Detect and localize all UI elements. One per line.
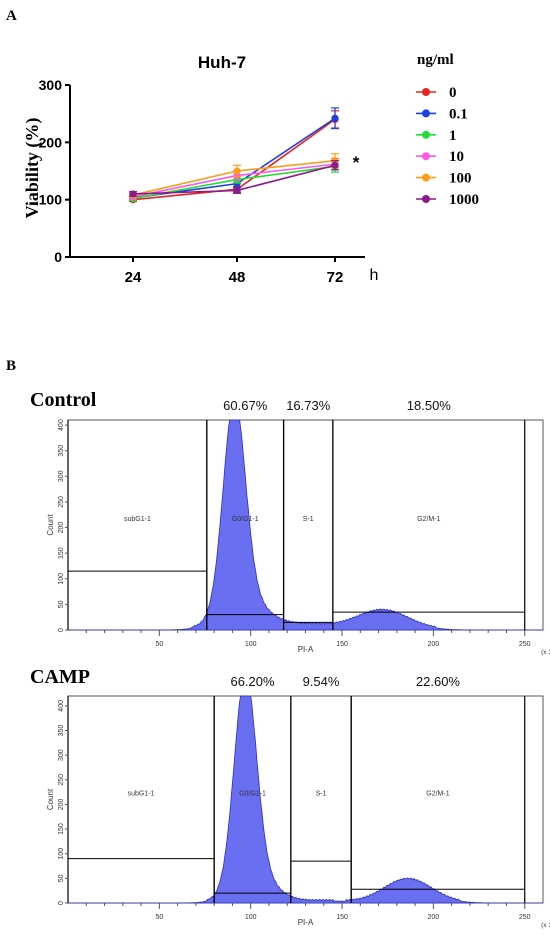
y-axis-label: Count (46, 788, 55, 810)
data-point (233, 167, 241, 175)
panel-label-a: A (6, 8, 17, 24)
y-tick-label: 400 (58, 419, 65, 431)
histogram-camp: subG1-1 G0/G1-1 66.20% S-1 9.54% G2/M-1 22.60%… (46, 674, 550, 929)
y-tick-label: 150 (58, 547, 65, 559)
x-tick-label: 24 (125, 269, 142, 286)
line-chart-series (129, 107, 339, 204)
legend-swatch-marker (422, 152, 430, 161)
data-point (233, 186, 241, 195)
x-tick-label: 100 (245, 914, 257, 921)
line-chart-axes: 0 100 200 300 24 48 72 (39, 77, 365, 286)
panel-label-b: B (6, 358, 16, 374)
legend-swatch-marker (422, 109, 430, 118)
y-tick-label: 0 (58, 901, 65, 905)
y-tick-label: 250 (58, 496, 65, 508)
plot-frame (67, 419, 544, 631)
x-tick-label: 150 (336, 641, 348, 648)
histogram-area (68, 419, 543, 631)
y-tick-label: 50 (58, 600, 65, 608)
legend-entry: 100 (449, 171, 472, 187)
y-tick-label: 250 (58, 774, 65, 786)
gate-label: G0/G1-1 (232, 516, 259, 523)
y-axis-label: Count (46, 514, 55, 536)
gate-percent: 16.73% (286, 398, 331, 413)
y-tick-label: 100 (58, 848, 65, 860)
gate-label: subG1-1 (124, 516, 151, 523)
x-tick-label: 100 (245, 641, 257, 648)
y-tick-label: 200 (39, 134, 63, 150)
gate-percent: 9.54% (303, 674, 340, 689)
x-tick-label: 250 (519, 641, 531, 648)
legend-entry: 0.1 (449, 106, 468, 122)
legend-entry: 1 (449, 128, 457, 144)
y-tick-label: 0 (58, 628, 65, 632)
x-tick-label: 150 (336, 914, 348, 921)
legend-entry: 10 (449, 149, 464, 165)
gate-label: S-1 (316, 790, 327, 797)
data-point (129, 190, 137, 198)
x-axis-unit: h (370, 267, 379, 284)
histogram-title-camp: CAMP (30, 666, 90, 688)
gate-label: G2/M-1 (426, 790, 449, 797)
legend-entry: 1000 (449, 192, 479, 208)
y-tick-label: 300 (58, 749, 65, 761)
y-tick-label: 300 (58, 470, 65, 482)
data-point (331, 114, 339, 122)
gate-label: S-1 (303, 516, 314, 523)
y-tick-label: 0 (54, 249, 62, 265)
significance-marker: * (353, 153, 360, 172)
gate-label: subG1-1 (128, 790, 155, 797)
y-tick-label: 350 (58, 445, 65, 457)
gate-percent: 60.67% (223, 398, 268, 413)
legend-swatch-marker (422, 195, 430, 203)
y-tick-label: 50 (58, 874, 65, 882)
gate-percent: 66.20% (230, 674, 275, 689)
x-tick-label: 200 (428, 914, 440, 921)
gate-percent: 18.50% (407, 398, 452, 413)
y-tick-label: 100 (39, 192, 63, 208)
histogram-control: subG1-1 G0/G1-1 60.67% S-1 16.73% G2/M-1 18.50… (46, 398, 550, 656)
legend-swatch-marker (422, 88, 430, 96)
legend: 0 0.1 1 10 100 1000 (416, 85, 479, 208)
legend-swatch-marker (422, 130, 430, 139)
x-tick-label: 250 (519, 914, 531, 921)
gate-label: G2/M-1 (417, 516, 440, 523)
legend-title: ng/ml (417, 52, 454, 68)
gate-label: G0/G1-1 (239, 790, 266, 797)
x-tick-label: 50 (155, 914, 163, 921)
series-1000 (129, 160, 339, 198)
histogram-area (68, 695, 543, 904)
plot-frame (67, 695, 544, 904)
legend-swatch-marker (422, 173, 430, 182)
chart-title: Huh-7 (198, 53, 246, 72)
y-axis-label: Viability (%) (22, 118, 43, 219)
x-tick-label: 48 (229, 269, 246, 286)
y-tick-label: 200 (58, 798, 65, 810)
gate-percent: 22.60% (416, 674, 461, 689)
x-tick-label: 72 (327, 269, 344, 286)
x-axis-unit: (x 1000) (541, 922, 550, 929)
x-axis-label: PI-A (298, 918, 314, 927)
x-tick-label: 200 (428, 641, 440, 648)
legend-entry: 0 (449, 85, 457, 101)
x-tick-label: 50 (155, 641, 163, 648)
x-axis-label: PI-A (298, 645, 314, 654)
y-tick-label: 350 (58, 725, 65, 737)
y-tick-label: 100 (58, 573, 65, 585)
y-tick-label: 300 (39, 77, 63, 93)
y-tick-label: 200 (58, 522, 65, 534)
data-point (331, 161, 339, 169)
y-tick-label: 150 (58, 823, 65, 835)
y-tick-label: 400 (58, 700, 65, 712)
x-axis-unit: (x 1000) (541, 649, 550, 656)
histogram-title-control: Control (30, 389, 97, 411)
